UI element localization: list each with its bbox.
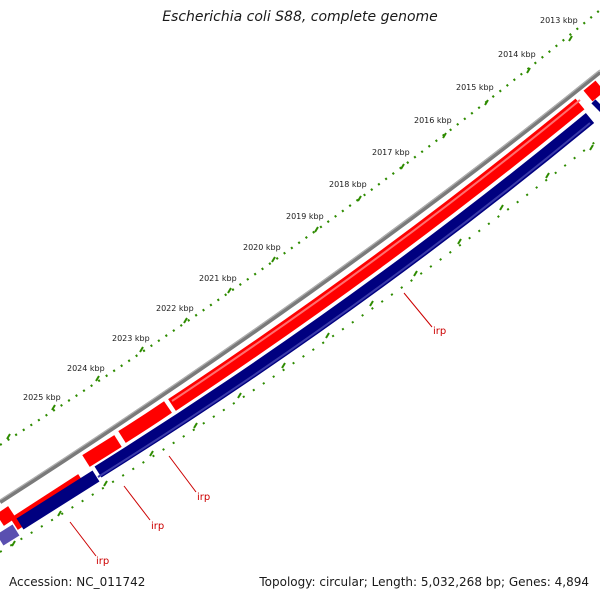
ruler-label: 2016 kbp xyxy=(414,116,452,125)
ruler-major-tick xyxy=(314,226,319,233)
ruler-dotted-arc xyxy=(0,9,600,446)
ruler-label: 2020 kbp xyxy=(243,243,281,252)
forward-feature xyxy=(118,401,172,443)
ruler-label: 2022 kbp xyxy=(156,304,194,313)
ruler-label: 2013 kbp xyxy=(540,16,578,25)
ruler-label: 2021 kbp xyxy=(199,274,237,283)
reverse-feature xyxy=(94,112,595,478)
ruler-label: 2023 kbp xyxy=(112,334,150,343)
ruler-labels: 2013 kbp 2014 kbp 2015 kbp 2016 kbp 2017 kbp… xyxy=(23,16,578,402)
feature-label: irp xyxy=(96,556,109,567)
inner-major-tick xyxy=(57,510,62,517)
reverse-feature-highlight xyxy=(97,122,591,478)
ruler-label: 2024 kbp xyxy=(67,364,105,373)
ruler-label: 2014 kbp xyxy=(498,50,536,59)
inner-major-tick xyxy=(237,392,242,399)
ruler-major-tick xyxy=(6,433,11,440)
ruler-major-tick xyxy=(227,287,232,294)
feature-callout: irp xyxy=(403,292,446,337)
ruler-major-ticks xyxy=(6,35,573,440)
feature-label: irp xyxy=(197,492,210,503)
ruler-label: 2018 kbp xyxy=(329,180,367,189)
reverse-feature xyxy=(0,524,20,546)
ruler-major-tick xyxy=(484,99,489,106)
genome-summary-text: Topology: circular; Length: 5,032,268 bp… xyxy=(259,575,589,589)
forward-feature xyxy=(583,80,600,102)
ruler-major-tick xyxy=(139,346,144,353)
inner-major-tick xyxy=(499,204,504,211)
reverse-feature xyxy=(591,99,600,113)
forward-feature xyxy=(82,435,122,467)
inner-major-tick xyxy=(369,300,374,307)
forward-feature xyxy=(168,98,585,411)
forward-strand-track xyxy=(0,80,600,530)
inner-major-tick xyxy=(193,422,198,429)
inner-major-tick xyxy=(457,238,462,245)
ruler-label: 2015 kbp xyxy=(456,83,494,92)
reverse-strand-track xyxy=(0,99,600,546)
forward-feature xyxy=(0,506,16,526)
inner-major-tick xyxy=(103,480,108,487)
backbone-track xyxy=(0,70,600,504)
ruler-major-tick xyxy=(568,35,573,42)
ruler-major-tick xyxy=(526,67,531,74)
backbone-track-highlight xyxy=(0,69,600,501)
feature-callout: irp xyxy=(69,521,109,567)
ruler-major-tick xyxy=(357,195,362,202)
inner-major-tick xyxy=(281,362,286,369)
feature-label: irp xyxy=(151,521,164,532)
ruler-label: 2025 kbp xyxy=(23,393,61,402)
inner-major-tick xyxy=(11,540,16,547)
map-title: Escherichia coli S88, complete genome xyxy=(162,9,438,25)
reverse-feature xyxy=(16,470,100,530)
ruler-major-tick xyxy=(271,256,276,263)
ruler-label: 2019 kbp xyxy=(286,212,324,221)
ruler-label: 2017 kbp xyxy=(372,148,410,157)
inner-major-tick xyxy=(149,450,154,457)
inner-major-tick xyxy=(413,270,418,277)
inner-major-tick xyxy=(325,332,330,339)
inner-major-tick xyxy=(589,144,594,151)
ruler-major-tick xyxy=(400,163,405,170)
feature-callout: irp xyxy=(168,455,210,503)
ruler-major-tick xyxy=(95,375,100,382)
ruler-major-tick xyxy=(51,404,56,411)
ruler-major-tick xyxy=(442,132,447,139)
feature-callout: irp xyxy=(123,485,164,532)
accession-text: Accession: NC_011742 xyxy=(9,575,146,589)
forward-feature-highlight xyxy=(171,99,581,402)
ruler-major-tick xyxy=(183,317,188,324)
feature-label: irp xyxy=(433,326,446,337)
inner-major-tick xyxy=(545,172,550,179)
inner-major-ticks xyxy=(11,144,594,547)
